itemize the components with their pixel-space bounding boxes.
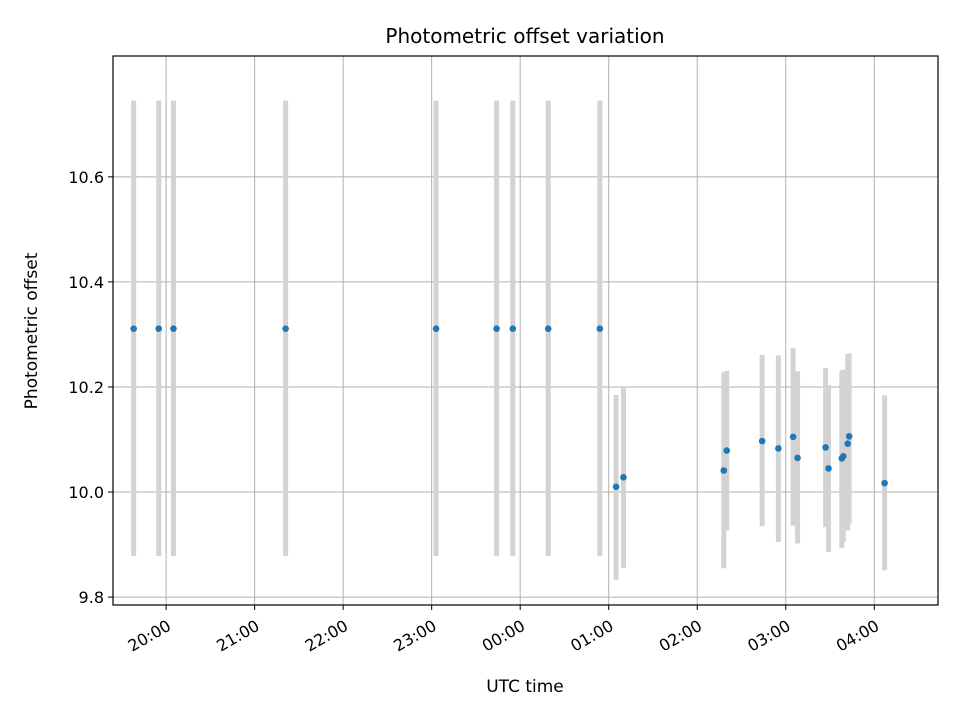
- data-point: [844, 440, 852, 448]
- y-axis-title: Photometric offset: [22, 252, 42, 409]
- data-point: [881, 479, 888, 487]
- data-point: [789, 433, 797, 441]
- data-point: [720, 467, 728, 474]
- chart-title: Photometric offset variation: [385, 24, 664, 48]
- plot-frame: [112, 55, 939, 606]
- data-point: [170, 325, 177, 332]
- y-tick-label: 9.8: [79, 588, 104, 607]
- data-point: [596, 325, 604, 332]
- data-point: [825, 465, 832, 472]
- data-point: [775, 445, 782, 452]
- data-point: [794, 454, 801, 462]
- x-axis-title: UTC time: [486, 677, 564, 697]
- data-point: [822, 444, 829, 451]
- data-point: [282, 325, 289, 332]
- y-tick-label: 10.4: [68, 273, 104, 292]
- data-point: [130, 325, 137, 332]
- data-point: [544, 325, 552, 332]
- y-tick-label: 10.2: [68, 378, 104, 397]
- data-point: [758, 437, 766, 445]
- data-point: [845, 433, 853, 440]
- point-layer: [130, 325, 888, 491]
- data-point: [612, 483, 620, 491]
- data-point: [155, 325, 163, 332]
- data-point: [432, 325, 440, 332]
- y-tick-label: 10.0: [68, 483, 104, 502]
- grid-layer: [113, 56, 938, 605]
- data-point: [509, 325, 517, 332]
- data-point: [839, 453, 847, 460]
- y-tick-label: 10.6: [68, 168, 104, 187]
- data-point: [723, 447, 731, 454]
- data-point: [493, 325, 500, 332]
- data-point: [620, 474, 627, 481]
